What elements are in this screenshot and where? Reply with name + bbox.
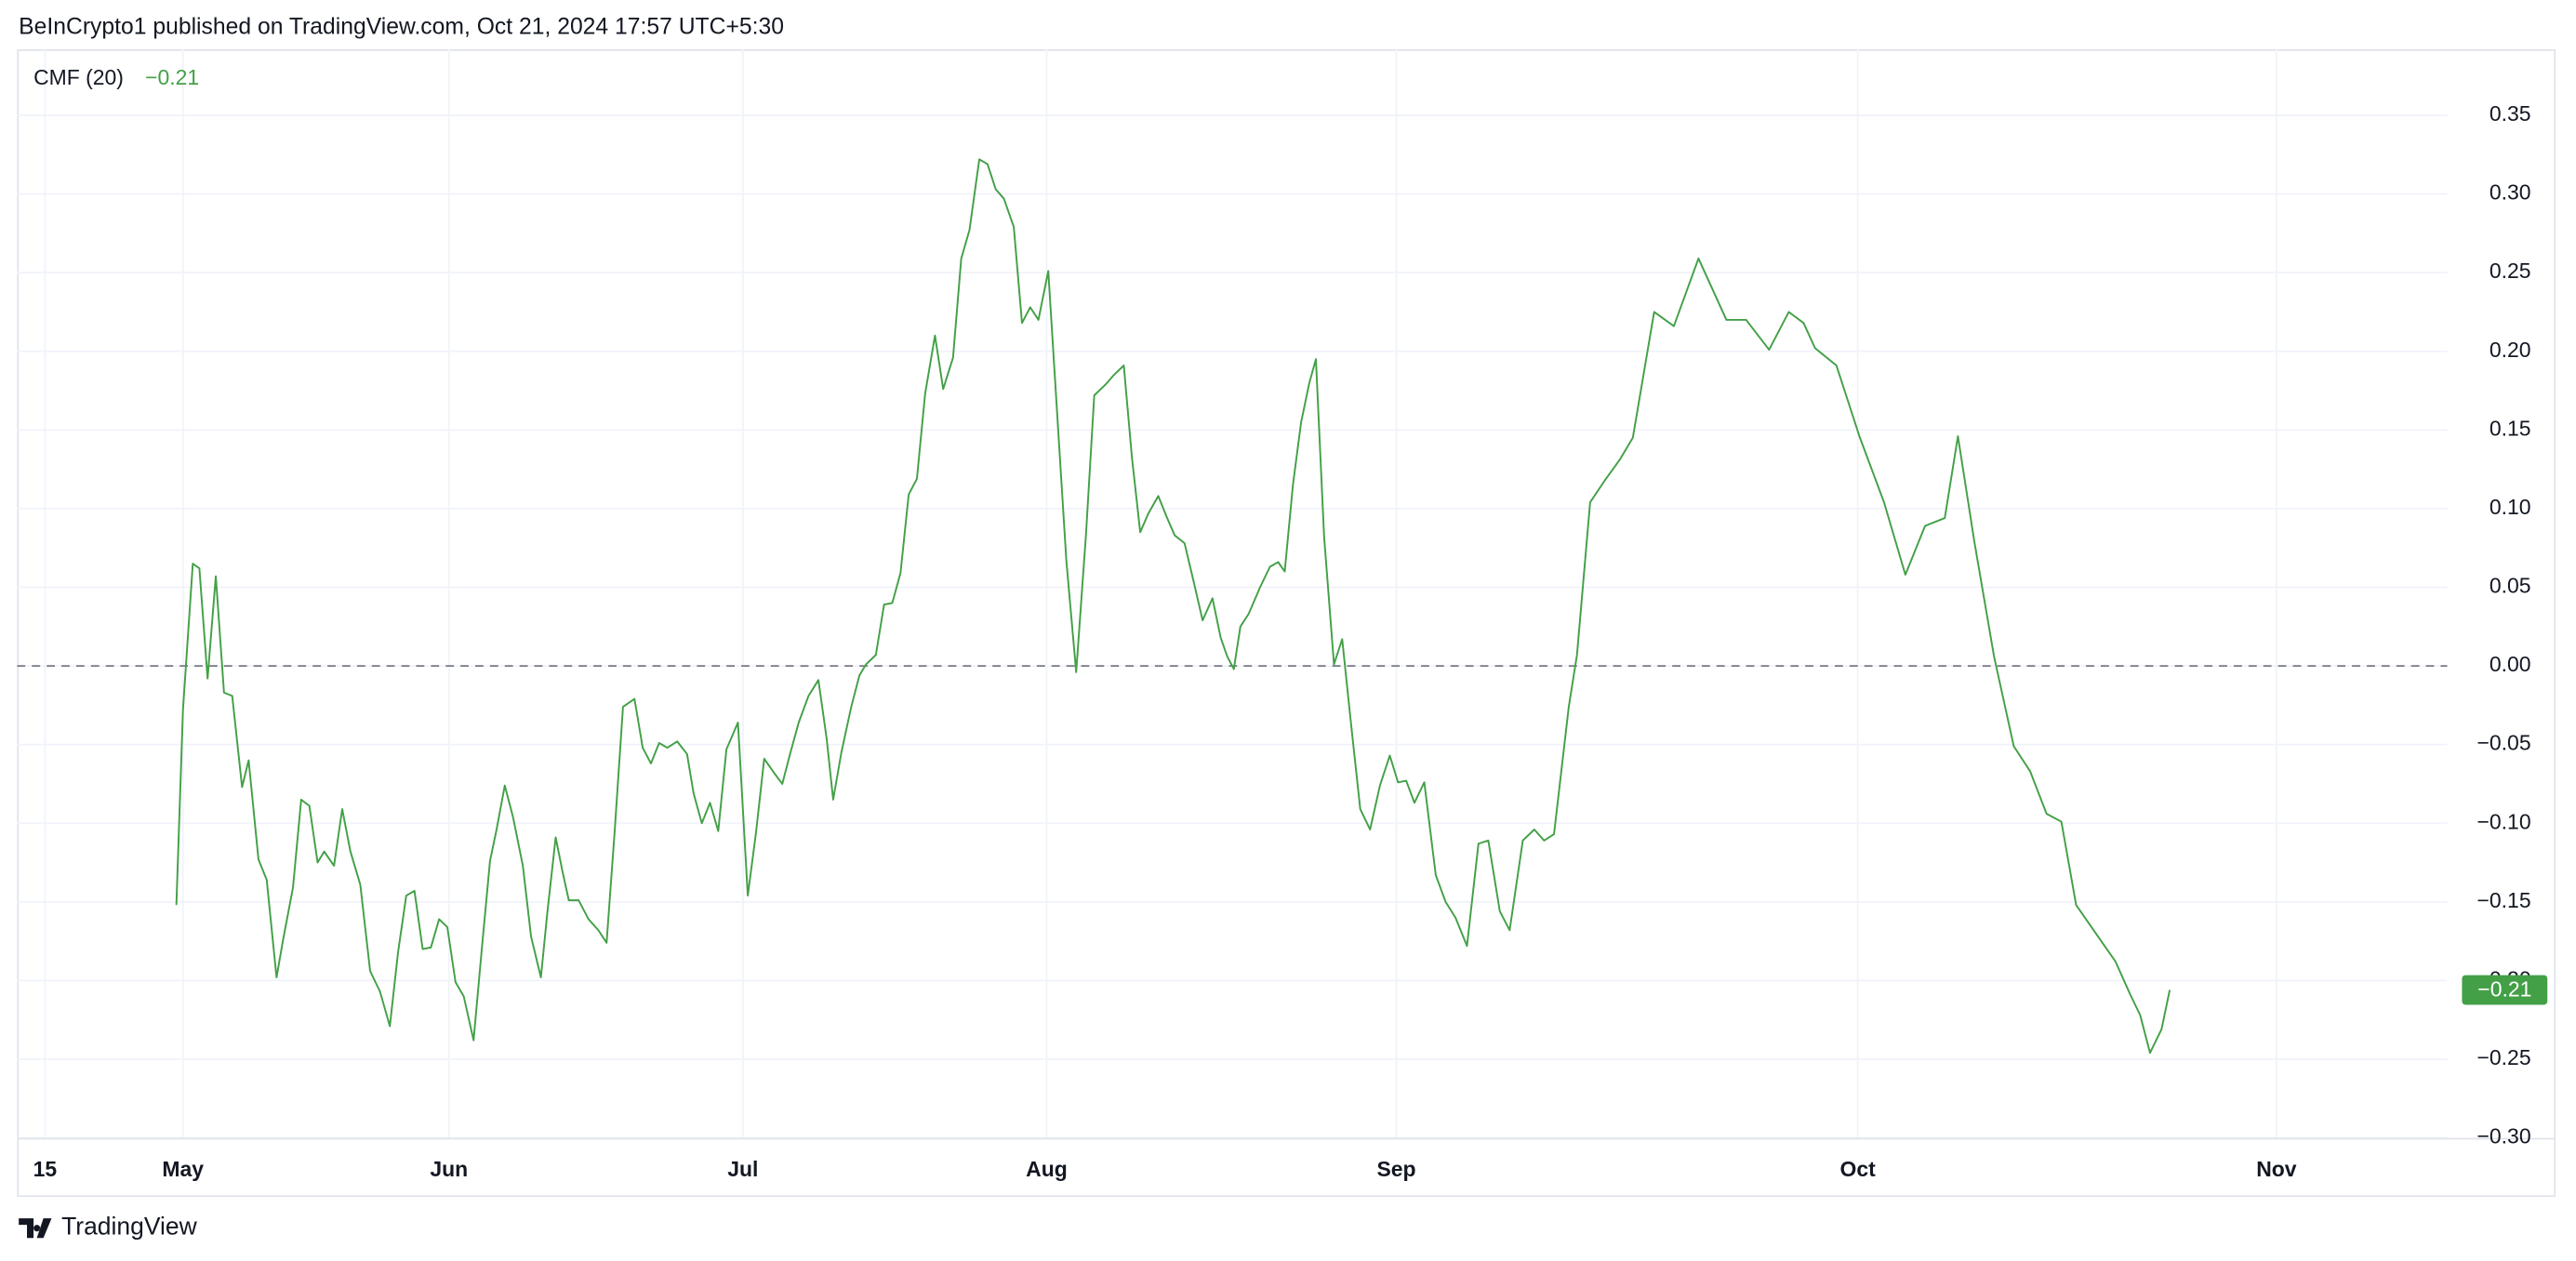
y-tick-label: 0.05 xyxy=(2490,574,2531,598)
y-tick-label: 0.10 xyxy=(2490,495,2531,519)
y-tick-label: −0.10 xyxy=(2477,809,2531,833)
cmf-line xyxy=(175,158,2171,1055)
last-value-badge xyxy=(2462,975,2548,1005)
grid xyxy=(17,48,2555,1140)
x-tick-label: Jul xyxy=(727,1157,758,1181)
x-tick-label: Aug xyxy=(1026,1157,1068,1181)
y-tick-label: −0.15 xyxy=(2477,888,2531,912)
y-tick-label: 0.30 xyxy=(2490,180,2531,205)
y-tick-label: −0.30 xyxy=(2477,1124,2531,1148)
x-tick-label: May xyxy=(162,1157,204,1181)
x-tick-label: Oct xyxy=(1840,1157,1877,1181)
y-tick-label: 0.15 xyxy=(2490,416,2531,440)
legend-value: −0.21 xyxy=(145,65,199,89)
pane-border xyxy=(17,48,2556,1198)
x-tick-label: Jun xyxy=(430,1157,468,1181)
last-value-label: −0.21 xyxy=(2477,977,2531,1002)
logo: TradingView xyxy=(19,1213,198,1241)
y-tick-label: 0.25 xyxy=(2490,259,2531,283)
x-tick-label: Nov xyxy=(2256,1157,2297,1181)
y-tick-label: 0.20 xyxy=(2490,338,2531,362)
plot xyxy=(17,158,2448,1055)
x-tick-label: 15 xyxy=(33,1157,58,1181)
y-tick-label: −0.25 xyxy=(2477,1045,2531,1069)
x-tick-label: Sep xyxy=(1376,1157,1415,1181)
y-tick-label: 0.35 xyxy=(2490,101,2531,126)
publish-header: BeInCrypto1 published on TradingView.com… xyxy=(19,15,784,40)
y-tick-label: 0.00 xyxy=(2490,652,2531,676)
footer-brand: TradingView xyxy=(61,1213,198,1241)
y-tick-label: −0.05 xyxy=(2477,731,2531,755)
legend-name: CMF (20) xyxy=(33,65,124,89)
logo-icon xyxy=(19,1218,52,1239)
